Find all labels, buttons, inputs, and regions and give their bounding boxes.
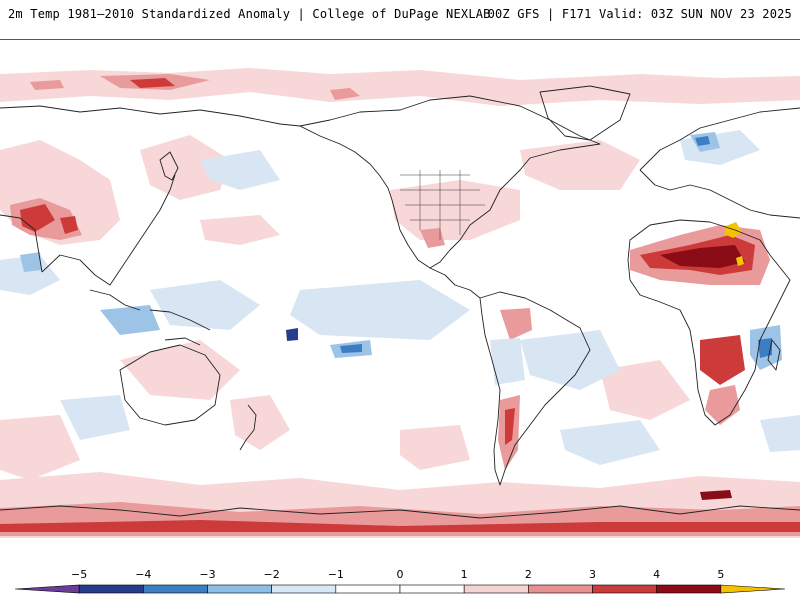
coastlines [0,85,800,519]
colorbar-tick-label: −3 [199,568,216,581]
colorbar-segment [592,584,657,594]
colorbar-segment [78,584,144,594]
colorbar-segment [207,584,272,594]
colorbar: −5 −4 −3 −2 −1 0 1 2 3 4 5 [0,562,800,600]
colorbar-segment [143,584,208,594]
warm-anomaly-layer [0,68,800,538]
colorbar-tick-label: 4 [653,568,661,581]
colorbar-tick-label: −5 [71,568,88,581]
colorbar-tick-label: 2 [524,568,532,581]
colorbar-graphic [14,584,786,594]
header-bar: 2m Temp 1981–2010 Standardized Anomaly |… [0,0,800,40]
model-run-info: 00Z GFS | F171 Valid: 03Z SUN NOV 23 202… [487,7,792,21]
state-borders [400,170,485,240]
colorbar-tick-label: −2 [263,568,280,581]
colorbar-segment [271,584,337,594]
colorbar-tick-label: 5 [717,568,725,581]
cool-anomaly-layer [0,130,800,465]
colorbar-segment [528,584,593,594]
colorbar-segment [335,584,401,594]
anomaly-map[interactable] [0,40,800,560]
colorbar-tick-label: 3 [589,568,596,581]
colorbar-segment [463,584,529,594]
colorbar-tick-label: 1 [460,568,468,581]
colorbar-segment [14,584,80,594]
map-panel[interactable] [0,40,800,560]
colorbar-segment [720,584,786,594]
colorbar-tick-label: −1 [327,568,344,581]
colorbar-segment [656,584,722,594]
colorbar-tick-label: 0 [396,568,404,581]
map-title: 2m Temp 1981–2010 Standardized Anomaly |… [8,7,491,21]
yellow-extreme [724,222,744,266]
colorbar-tick-label: −4 [135,568,152,581]
colorbar-segment [399,584,465,594]
